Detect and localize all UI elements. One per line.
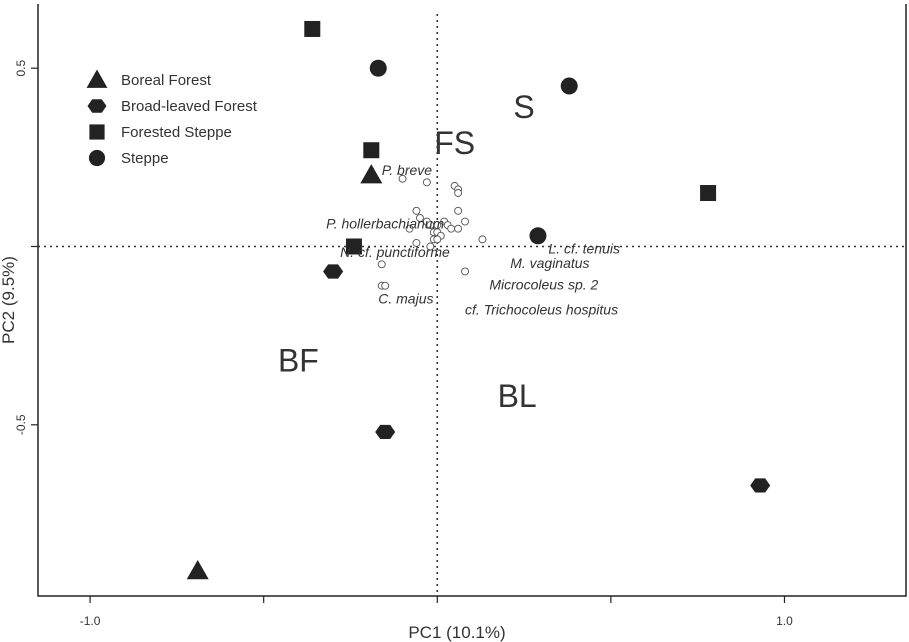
region-label-bl: BL bbox=[498, 378, 537, 414]
legend-label: Steppe bbox=[121, 150, 169, 167]
y-axis-label: PC2 (9.5%) bbox=[0, 256, 18, 344]
species-point bbox=[378, 261, 385, 268]
species-point bbox=[462, 218, 469, 225]
y-tick-label: -0.5 bbox=[14, 414, 28, 435]
species-point bbox=[462, 268, 469, 275]
point-broad-leaved-forest bbox=[375, 425, 395, 439]
y-tick-label: 0.5 bbox=[14, 60, 28, 77]
legend-marker-triangle bbox=[87, 70, 108, 88]
legend: Boreal Forest Broad-leaved Forest Forested… bbox=[87, 70, 258, 167]
region-label-bf: BF bbox=[278, 342, 319, 378]
point-boreal-forest bbox=[187, 560, 209, 579]
species-label: N. cf. punctiforme bbox=[340, 244, 450, 260]
legend-marker-hexagon bbox=[88, 99, 107, 112]
region-label-fs: FS bbox=[434, 125, 475, 161]
species-label: cf. Trichocoleus hospitus bbox=[465, 301, 618, 317]
legend-label: Broad-leaved Forest bbox=[121, 98, 258, 115]
species-point bbox=[479, 236, 486, 243]
species-label: M. vaginatus bbox=[510, 255, 589, 271]
species-label: P. breve bbox=[382, 162, 433, 178]
species-layer bbox=[378, 175, 486, 289]
species-point bbox=[434, 236, 441, 243]
x-axis-label: PC1 (10.1%) bbox=[408, 623, 505, 642]
x-tick-label: 1.0 bbox=[776, 614, 793, 628]
region-label-s: S bbox=[513, 89, 534, 125]
species-point bbox=[455, 225, 462, 232]
legend-label: Forested Steppe bbox=[121, 124, 232, 141]
point-forested-steppe bbox=[363, 142, 379, 158]
points-layer bbox=[187, 21, 770, 579]
plot-frame bbox=[38, 4, 906, 596]
legend-marker-circle bbox=[89, 150, 105, 166]
point-steppe bbox=[561, 78, 578, 95]
point-forested-steppe bbox=[700, 185, 716, 201]
species-point bbox=[455, 190, 462, 197]
point-steppe bbox=[370, 60, 387, 77]
point-forested-steppe bbox=[304, 21, 320, 37]
species-label: P. hollerbachianum bbox=[326, 216, 444, 232]
point-broad-leaved-forest bbox=[750, 478, 770, 492]
species-point bbox=[455, 207, 462, 214]
point-steppe bbox=[529, 227, 546, 244]
species-point bbox=[423, 179, 430, 186]
legend-marker-square bbox=[89, 124, 104, 139]
species-point bbox=[382, 282, 389, 289]
species-point bbox=[448, 225, 455, 232]
species-label: C. majus bbox=[378, 291, 433, 307]
legend-label: Boreal Forest bbox=[121, 72, 212, 89]
x-tick-label: -1.0 bbox=[80, 614, 101, 628]
text-layer: S FS BF BL P. breve P. hollerbachianum N. cf. … bbox=[278, 89, 620, 414]
species-point bbox=[413, 207, 420, 214]
species-label: Microcoleus sp. 2 bbox=[489, 276, 598, 292]
point-broad-leaved-forest bbox=[323, 264, 343, 278]
point-boreal-forest bbox=[360, 164, 382, 183]
